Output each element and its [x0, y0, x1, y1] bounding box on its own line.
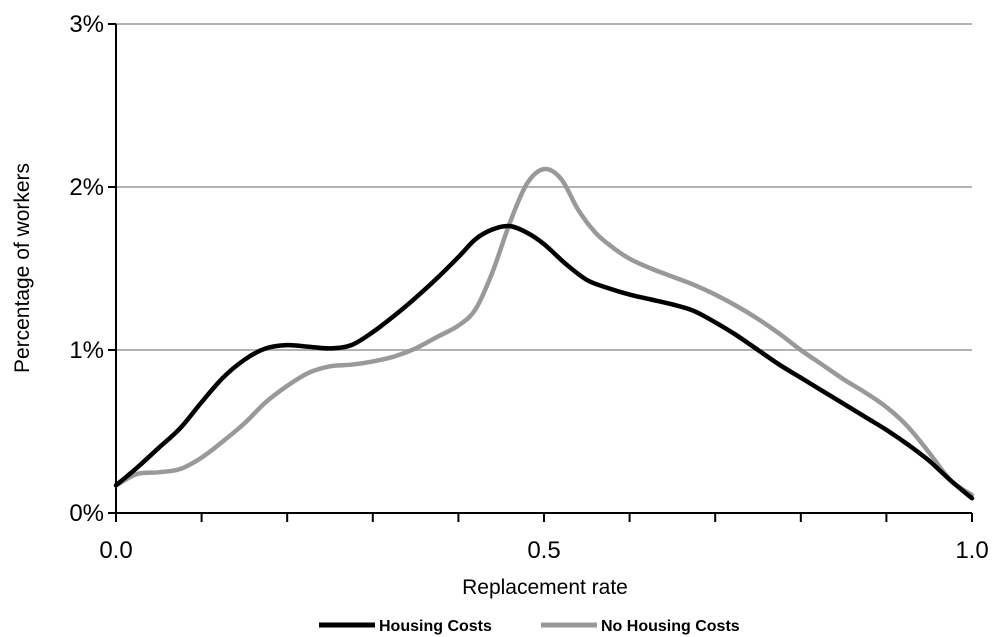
legend-label-no-housing-costs: No Housing Costs [601, 618, 740, 635]
data-series [113, 166, 975, 501]
y-tick-label-1: 1% [69, 337, 104, 364]
y-axis-title: Percentage of workers [11, 163, 34, 373]
x-tick-label-1: 0.5 [527, 537, 560, 564]
axes [108, 23, 973, 522]
x-tick-label-2: 1.0 [955, 537, 988, 564]
y-tick-label-2: 2% [69, 174, 104, 201]
legend-label-housing-costs: Housing Costs [379, 618, 492, 635]
gridlines [116, 23, 972, 351]
series-line-no-housing-costs [113, 166, 975, 498]
y-tick-label-3: 3% [69, 11, 104, 38]
y-tick-label-0: 0% [69, 500, 104, 527]
legend: Housing Costs No Housing Costs [319, 618, 740, 635]
x-axis-title: Replacement rate [462, 576, 628, 599]
tick-labels: 0% 1% 2% 3% 0.0 0.5 1.0 [69, 11, 988, 564]
x-tick-label-0: 0.0 [99, 537, 132, 564]
series-line-housing-costs [113, 223, 975, 501]
